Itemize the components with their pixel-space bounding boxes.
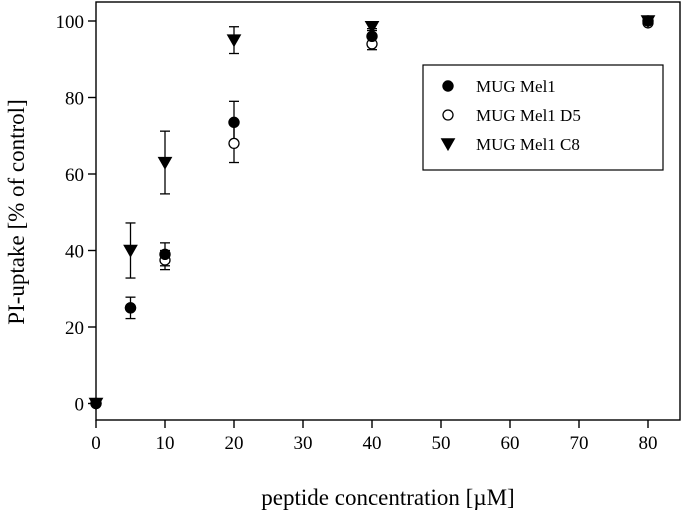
data-point [157, 156, 173, 170]
data-point [226, 34, 242, 48]
data-markers [88, 15, 656, 411]
plot-frame [95, 1, 681, 421]
data-point [228, 116, 240, 129]
plot-area-border [95, 1, 681, 421]
data-point [88, 397, 104, 411]
x-tick-label: 20 [225, 433, 244, 454]
x-tick-label: 40 [363, 433, 382, 454]
y-tick-label: 100 [56, 12, 85, 33]
x-tick-label: 70 [570, 433, 589, 454]
x-tick-label: 10 [156, 433, 175, 454]
y-tick-label: 20 [65, 318, 84, 339]
x-axis: 0 10 20 30 40 50 60 70 80 [91, 420, 658, 454]
legend-marker [440, 138, 456, 152]
x-tick-label: 60 [501, 433, 520, 454]
legend: MUG Mel1 MUG Mel1 D5 MUG Mel1 C8 [422, 64, 664, 171]
x-tick-label: 0 [91, 433, 101, 454]
data-point [228, 137, 240, 150]
data-point [159, 248, 171, 261]
legend-label: MUG Mel1 [476, 77, 556, 96]
y-tick-label: 60 [65, 165, 84, 186]
y-axis: 0 20 40 60 80 100 [56, 12, 96, 416]
data-point [123, 244, 138, 258]
y-tick-label: 80 [65, 89, 84, 110]
legend-box [422, 64, 664, 171]
y-axis-title: PI-uptake [% of control] [4, 99, 29, 324]
data-point [364, 21, 380, 34]
legend-label: MUG Mel1 C8 [476, 135, 580, 154]
legend-marker [442, 109, 454, 121]
y-tick-label: 0 [75, 395, 85, 416]
data-point [124, 302, 137, 314]
x-tick-label: 50 [432, 433, 451, 454]
data-point [640, 15, 656, 29]
y-tick-label: 40 [65, 242, 84, 263]
x-axis-title: peptide concentration [µM] [261, 485, 514, 510]
x-tick-label: 80 [639, 433, 658, 454]
legend-label: MUG Mel1 D5 [476, 106, 581, 125]
x-tick-label: 30 [294, 433, 313, 454]
legend-marker [442, 80, 454, 92]
